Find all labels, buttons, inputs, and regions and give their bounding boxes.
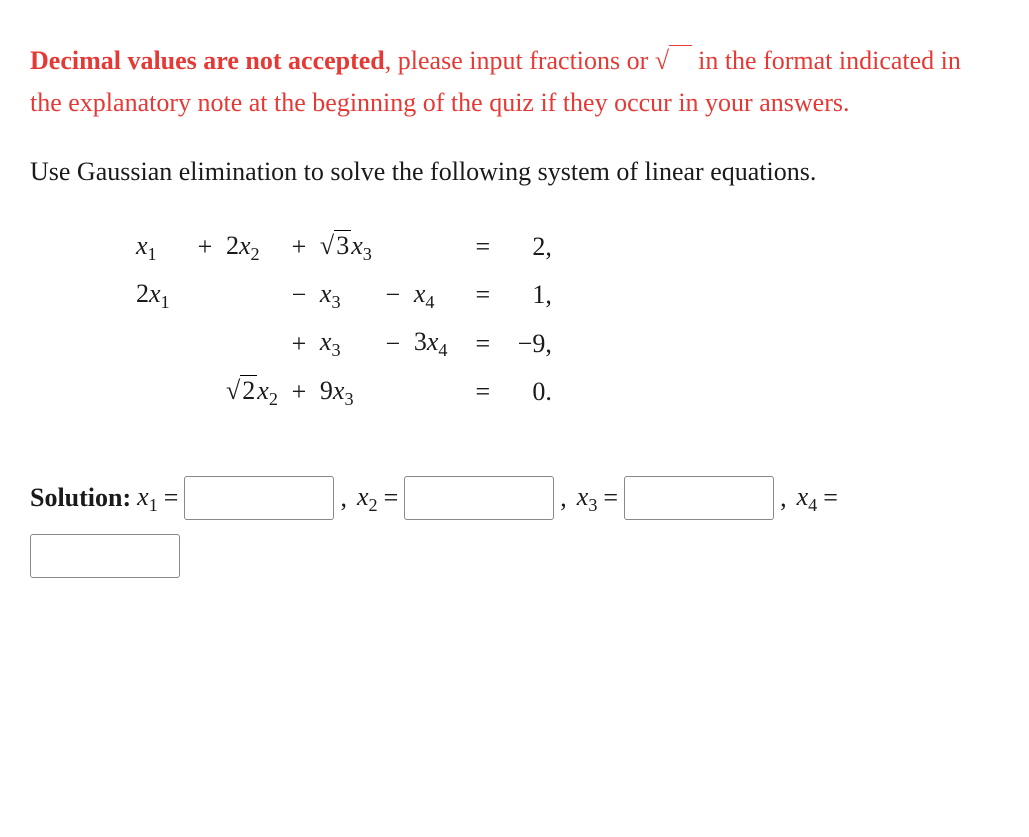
equation-row-2: 2x1 − x3 − x4 = 1, (130, 271, 558, 319)
comma: , (560, 477, 567, 519)
eq-sign: = (164, 477, 179, 519)
equation-row-1: x1 + 2x2 + √3x3 = 2, (130, 223, 558, 271)
warning-cont: , please input fractions or (385, 46, 655, 75)
eq-sign: = (384, 477, 399, 519)
comma: , (340, 477, 347, 519)
equation-row-3: + x3 − 3x4 = −9, (130, 319, 558, 367)
x2-input[interactable] (404, 476, 554, 520)
var-x4: x4 (797, 476, 818, 520)
var-x3: x3 (577, 476, 598, 520)
warning-bold: Decimal values are not accepted (30, 46, 385, 75)
x3-input[interactable] (624, 476, 774, 520)
solution-label: Solution: (30, 477, 131, 519)
x4-input[interactable] (30, 534, 180, 578)
var-x1: x1 (137, 476, 158, 520)
instructions-block: Decimal values are not accepted, please … (30, 40, 999, 123)
equation-system: x1 + 2x2 + √3x3 = 2, 2x1 − x3 − x4 = 1, … (130, 223, 999, 416)
sqrt-icon: √ (655, 45, 692, 75)
eq-sign: = (603, 477, 618, 519)
equation-row-4: √2x2 + 9x3 = 0. (130, 368, 558, 416)
var-x2: x2 (357, 476, 378, 520)
eq-sign: = (823, 477, 838, 519)
question-text: Use Gaussian elimination to solve the fo… (30, 151, 999, 193)
solution-row: Solution: x1 = , x2 = , x3 = , x4 = (30, 476, 999, 520)
comma: , (780, 477, 787, 519)
x1-input[interactable] (184, 476, 334, 520)
